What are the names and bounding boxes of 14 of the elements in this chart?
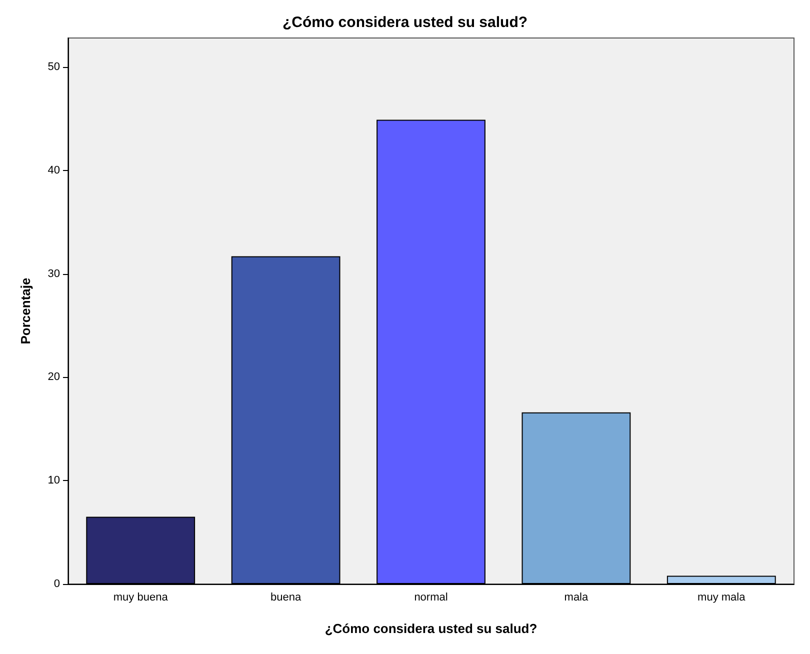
x-tick-label: mala [564, 592, 590, 604]
y-tick-label: 0 [54, 578, 60, 590]
y-axis-title: Porcentaje [18, 278, 33, 344]
y-tick-label: 40 [48, 164, 60, 176]
chart-title: ¿Cómo considera usted su salud? [282, 14, 528, 31]
x-tick-label: muy buena [113, 592, 169, 604]
x-tick-label: buena [270, 592, 302, 604]
y-tick-label: 30 [48, 268, 60, 280]
x-tick-label: normal [414, 592, 448, 604]
y-tick-label: 50 [48, 60, 60, 73]
y-tick-label: 10 [48, 474, 60, 487]
y-tick-label: 20 [48, 371, 60, 384]
x-axis-title: ¿Cómo considera usted su salud? [324, 621, 538, 636]
x-tick-label: muy mala [698, 592, 746, 604]
